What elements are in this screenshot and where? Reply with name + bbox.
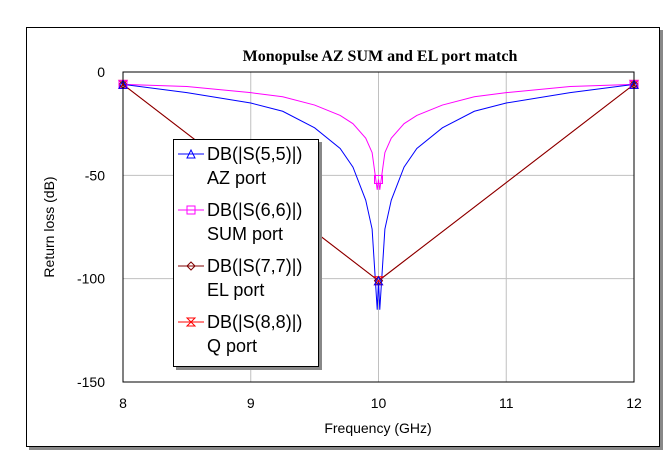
series-line [122,83,635,190]
chart-frame [26,27,660,447]
x-tick-label: 12 [626,395,642,411]
legend-swatch [178,205,204,215]
triangle-icon [186,148,196,159]
legend-label: DB(|S(7,7)|) [207,256,303,276]
legend-sublabel: AZ port [207,168,267,188]
diamond-marker [373,276,384,286]
y-axis-label: Return loss (dB) [41,176,57,277]
legend-label: DB(|S(5,5)|) [207,144,303,164]
legend-sublabel: SUM port [207,224,284,244]
legend-label: DB(|S(6,6)|) [207,200,303,220]
legend: DB(|S(5,5)|) AZ port DB(|S(6,6)|) SUM port D… [173,139,319,367]
triangle-marker [373,275,384,286]
hourglass-icon [185,317,197,327]
plot-area [122,71,635,383]
y-tick-label: -50 [85,167,105,183]
square-icon [186,205,196,215]
x-tick-label: 10 [371,395,387,411]
legend-label: DB(|S(8,8)|) [207,312,303,332]
x-tick-label: 8 [119,395,127,411]
x-tick-label: 9 [247,395,255,411]
legend-sublabel: Q port [207,336,258,356]
y-tick-label: -150 [77,374,105,390]
legend-item: DB(|S(6,6)|) SUM port [174,198,318,254]
x-tick-label: 11 [499,395,514,411]
legend-item: DB(|S(5,5)|) AZ port [174,142,318,198]
legend-item: DB(|S(7,7)|) EL port [174,254,318,310]
legend-swatch [178,317,204,327]
square-marker [374,174,383,184]
legend-swatch [178,148,204,159]
y-tick-label: 0 [97,64,105,80]
chart-title: Monopulse AZ SUM and EL port match [243,48,518,65]
x-axis-label: Frequency (GHz) [324,420,431,436]
legend-item: DB(|S(8,8)|) Q port [174,310,318,366]
y-tick-label: -100 [77,271,105,287]
legend-sublabel: EL port [207,280,265,300]
legend-swatch [178,261,204,271]
diamond-icon [186,261,196,271]
